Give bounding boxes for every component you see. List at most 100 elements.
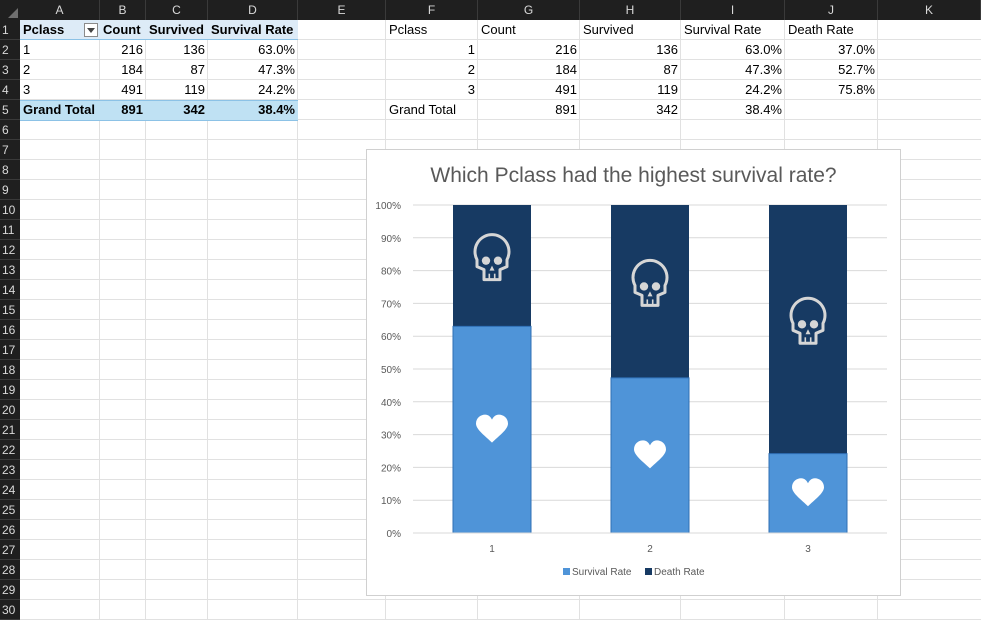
table-row-count[interactable]: 216 [555, 42, 577, 57]
column-header-b[interactable]: B [100, 0, 146, 20]
pivot-total-label[interactable]: Grand Total [23, 102, 95, 117]
pivot-border [20, 120, 298, 121]
pivot-row-rate[interactable]: 24.2% [258, 82, 295, 97]
table-row-pclass[interactable]: 3 [467, 82, 475, 97]
row-header-3[interactable]: 3 [0, 60, 20, 80]
stacked-bar-chart[interactable]: Which Pclass had the highest survival ra… [366, 149, 901, 596]
skull-icon [473, 233, 511, 282]
pivot-row-survived[interactable]: 87 [190, 62, 205, 77]
column-header-d[interactable]: D [208, 0, 298, 20]
legend-entry[interactable]: Survival Rate [572, 567, 632, 578]
table-row-count[interactable]: 491 [555, 82, 577, 97]
pivot-row-count[interactable]: 491 [121, 82, 143, 97]
gridline-vertical [297, 20, 298, 620]
table-row-pclass[interactable]: 1 [467, 42, 475, 57]
table-row-rate[interactable]: 24.2% [745, 82, 782, 97]
row-header-6[interactable]: 6 [0, 120, 20, 140]
row-header-5[interactable]: 5 [0, 100, 20, 120]
column-header-h[interactable]: H [580, 0, 681, 20]
row-header-26[interactable]: 26 [0, 520, 20, 540]
legend-entry[interactable]: Death Rate [654, 567, 705, 578]
column-header-a[interactable]: A [20, 0, 100, 20]
row-header-27[interactable]: 27 [0, 540, 20, 560]
pivot-header-survived[interactable]: Survived [149, 22, 204, 37]
pivot-row-count[interactable]: 184 [121, 62, 143, 77]
table-header-count[interactable]: Count [481, 22, 516, 37]
row-header-13[interactable]: 13 [0, 260, 20, 280]
row-header-16[interactable]: 16 [0, 320, 20, 340]
pivot-row-rate[interactable]: 63.0% [258, 42, 295, 57]
table-row-survived[interactable]: 87 [663, 62, 678, 77]
table-header-rate[interactable]: Survival Rate [684, 22, 762, 37]
table-header-death[interactable]: Death Rate [788, 22, 854, 37]
pivot-total-rate[interactable]: 38.4% [258, 102, 295, 117]
table-row-pclass[interactable]: 2 [467, 62, 475, 77]
row-header-18[interactable]: 18 [0, 360, 20, 380]
select-all-corner[interactable] [0, 0, 20, 20]
pivot-row-rate[interactable]: 47.3% [258, 62, 295, 77]
row-header-23[interactable]: 23 [0, 460, 20, 480]
pivot-row-pclass[interactable]: 1 [23, 42, 31, 57]
chart-title: Which Pclass had the highest survival ra… [430, 164, 836, 187]
pivot-row-survived[interactable]: 119 [184, 82, 205, 97]
row-header-19[interactable]: 19 [0, 380, 20, 400]
row-header-24[interactable]: 24 [0, 480, 20, 500]
row-header-4[interactable]: 4 [0, 80, 20, 100]
row-header-28[interactable]: 28 [0, 560, 20, 580]
column-header-c[interactable]: C [146, 0, 208, 20]
row-header-10[interactable]: 10 [0, 200, 20, 220]
pivot-header-pclass[interactable]: Pclass [23, 22, 65, 37]
table-total-label[interactable]: Grand Total [389, 102, 456, 117]
row-header-11[interactable]: 11 [0, 220, 20, 240]
table-row-count[interactable]: 184 [555, 62, 577, 77]
table-row-death[interactable]: 37.0% [838, 42, 875, 57]
column-header-i[interactable]: I [681, 0, 785, 20]
pivot-row-survived[interactable]: 136 [183, 42, 205, 57]
table-row-rate[interactable]: 47.3% [745, 62, 782, 77]
row-header-12[interactable]: 12 [0, 240, 20, 260]
row-header-8[interactable]: 8 [0, 160, 20, 180]
row-header-2[interactable]: 2 [0, 40, 20, 60]
chevron-down-icon [87, 27, 95, 33]
gridline-horizontal [20, 39, 981, 40]
bar-death-rate[interactable] [453, 205, 531, 327]
column-header-j[interactable]: J [785, 0, 878, 20]
row-header-22[interactable]: 22 [0, 440, 20, 460]
row-header-29[interactable]: 29 [0, 580, 20, 600]
pivot-filter-dropdown[interactable] [84, 23, 98, 37]
pivot-row-pclass[interactable]: 3 [23, 82, 31, 97]
row-header-14[interactable]: 14 [0, 280, 20, 300]
row-header-17[interactable]: 17 [0, 340, 20, 360]
column-header-e[interactable]: E [298, 0, 386, 20]
pivot-total-survived[interactable]: 342 [183, 102, 205, 117]
y-tick-label: 60% [381, 332, 401, 343]
row-header-25[interactable]: 25 [0, 500, 20, 520]
table-row-survived[interactable]: 119 [657, 82, 678, 97]
y-tick-label: 80% [381, 267, 401, 278]
table-header-survived[interactable]: Survived [583, 22, 634, 37]
column-header-f[interactable]: F [386, 0, 478, 20]
table-row-survived[interactable]: 136 [656, 42, 678, 57]
table-row-death[interactable]: 75.8% [838, 82, 875, 97]
pivot-header-rate[interactable]: Survival Rate [211, 22, 294, 37]
table-total-count[interactable]: 891 [555, 102, 577, 117]
row-header-1[interactable]: 1 [0, 20, 20, 40]
table-row-death[interactable]: 52.7% [838, 62, 875, 77]
row-header-20[interactable]: 20 [0, 400, 20, 420]
table-row-rate[interactable]: 63.0% [745, 42, 782, 57]
pivot-row-count[interactable]: 216 [121, 42, 143, 57]
table-total-survived[interactable]: 342 [656, 102, 678, 117]
column-header-g[interactable]: G [478, 0, 580, 20]
row-header-21[interactable]: 21 [0, 420, 20, 440]
row-header-9[interactable]: 9 [0, 180, 20, 200]
pivot-row-pclass[interactable]: 2 [23, 62, 31, 77]
column-header-k[interactable]: K [878, 0, 981, 20]
row-header-7[interactable]: 7 [0, 140, 20, 160]
pivot-header-count[interactable]: Count [103, 22, 141, 37]
row-header-30[interactable]: 30 [0, 600, 20, 620]
table-total-rate[interactable]: 38.4% [745, 102, 782, 117]
row-header-15[interactable]: 15 [0, 300, 20, 320]
gridline-horizontal [20, 599, 981, 600]
table-header-pclass[interactable]: Pclass [389, 22, 428, 37]
pivot-total-count[interactable]: 891 [121, 102, 143, 117]
